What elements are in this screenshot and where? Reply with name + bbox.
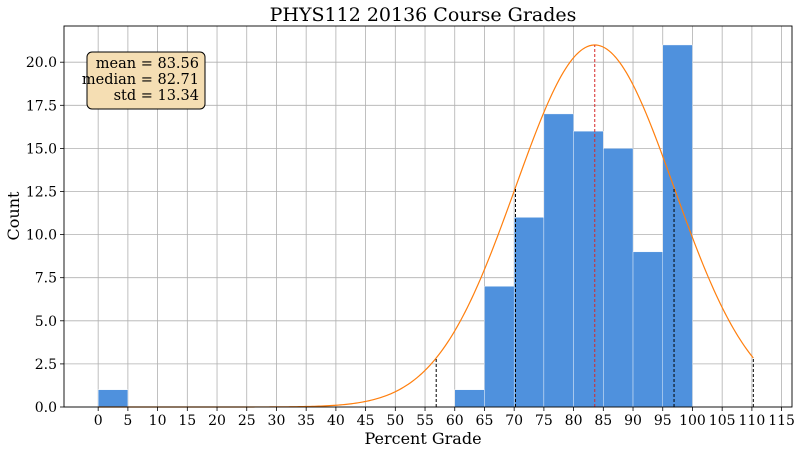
x-tick-label: 70 xyxy=(505,413,523,429)
stats-box: mean = 83.56 median = 82.71 std = 13.34 xyxy=(82,51,206,110)
x-tick-label: 80 xyxy=(565,413,583,429)
plot-frame xyxy=(63,25,793,408)
x-tick-label: 35 xyxy=(297,413,315,429)
reference-lines xyxy=(435,44,754,407)
axis-ticks: 0 5 10 15 20 25 30 35 40 45 50 55 60 65 70 75 80 85 90 95 10… xyxy=(26,55,795,429)
y-tick-label: 0.0 xyxy=(35,400,57,416)
x-tick-label: 105 xyxy=(709,413,736,429)
x-tick-label: 55 xyxy=(416,413,434,429)
x-tick-label: 60 xyxy=(446,413,464,429)
y-tick-label: 12.5 xyxy=(26,185,57,201)
stats-mean: mean = 83.56 xyxy=(96,56,199,72)
histogram-bar xyxy=(543,113,574,408)
x-tick-label: 95 xyxy=(654,413,672,429)
x-tick-label: 25 xyxy=(238,413,256,429)
x-tick-label: 110 xyxy=(739,413,766,429)
histogram-bar xyxy=(632,251,663,408)
x-tick-label: 5 xyxy=(123,413,132,429)
y-tick-label: 20.0 xyxy=(26,55,57,71)
y-tick-label: 5.0 xyxy=(35,314,57,330)
histogram-bar xyxy=(484,286,515,408)
x-tick-label: 10 xyxy=(149,413,167,429)
histogram-bar xyxy=(603,148,634,408)
x-tick-label: 0 xyxy=(94,413,103,429)
histogram-bar xyxy=(97,389,129,408)
x-tick-label: 45 xyxy=(357,413,375,429)
x-tick-label: 75 xyxy=(535,413,553,429)
x-tick-label: 100 xyxy=(679,413,706,429)
x-tick-label: 85 xyxy=(594,413,612,429)
x-tick-label: 50 xyxy=(386,413,404,429)
histogram-bar xyxy=(662,44,693,408)
y-tick-label: 7.5 xyxy=(35,271,57,287)
histogram-bars xyxy=(97,44,693,408)
y-tick-label: 17.5 xyxy=(26,98,57,114)
x-tick-label: 15 xyxy=(178,413,196,429)
y-tick-label: 2.5 xyxy=(35,357,57,373)
histogram-bar xyxy=(454,389,485,408)
chart-title: PHYS112 20136 Course Grades xyxy=(270,4,577,26)
y-tick-label: 15.0 xyxy=(26,141,57,157)
y-tick-label: 10.0 xyxy=(26,228,57,244)
y-axis-label: Count xyxy=(4,191,23,240)
histogram-bar xyxy=(513,217,545,408)
x-tick-label: 65 xyxy=(476,413,494,429)
stats-std: std = 13.34 xyxy=(114,88,199,104)
stats-median: median = 82.71 xyxy=(82,72,199,88)
x-tick-label: 115 xyxy=(768,413,795,429)
x-tick-label: 20 xyxy=(208,413,226,429)
x-tick-label: 90 xyxy=(624,413,642,429)
x-tick-label: 30 xyxy=(268,413,286,429)
x-axis-label: Percent Grade xyxy=(364,429,481,448)
x-tick-label: 40 xyxy=(327,413,345,429)
histogram-bar xyxy=(573,130,604,408)
stats-box-frame xyxy=(86,51,206,110)
